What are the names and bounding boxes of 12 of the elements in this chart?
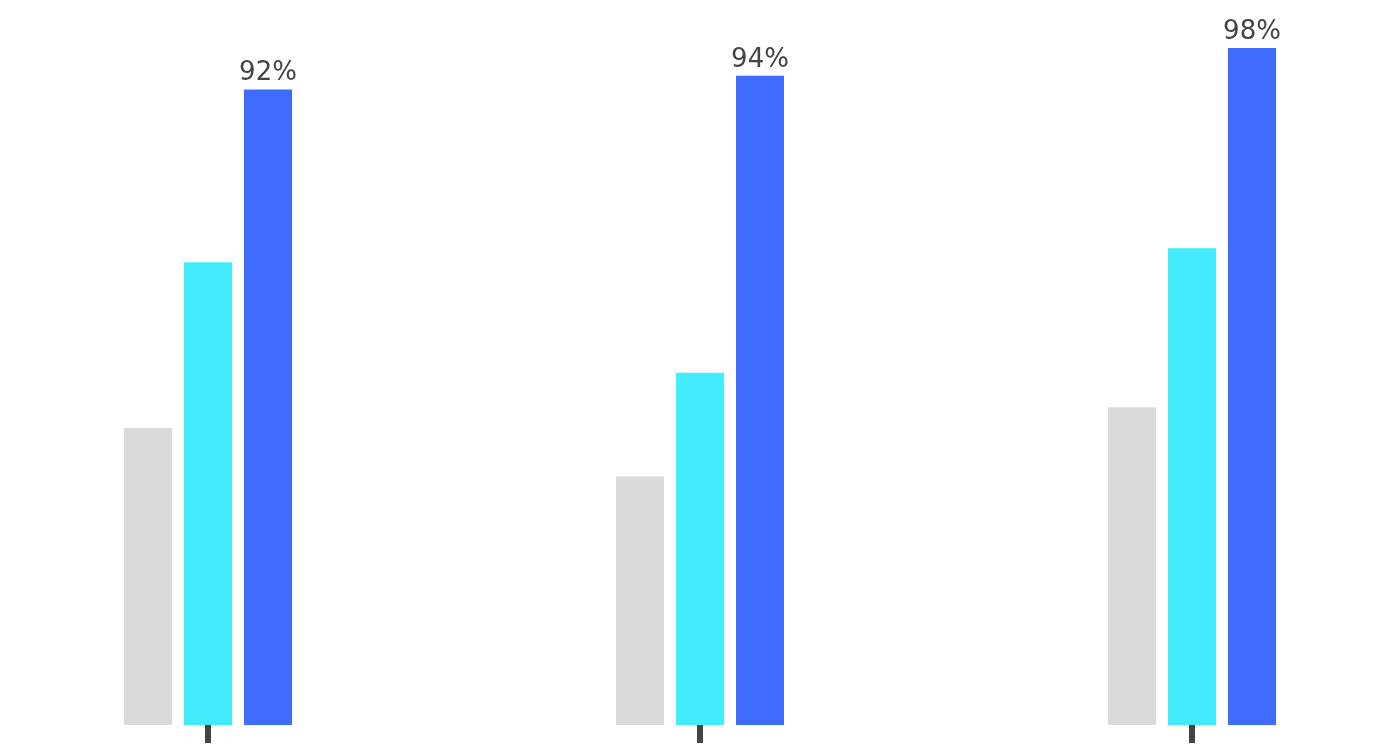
bar [184, 262, 232, 725]
data-label: 94% [731, 42, 789, 73]
bar [1168, 248, 1216, 725]
bar [736, 75, 784, 725]
bar [1228, 48, 1276, 725]
bar [244, 89, 292, 725]
bar [1108, 407, 1156, 725]
data-label: 98% [1223, 15, 1281, 45]
bar [616, 476, 664, 725]
bar [124, 427, 172, 725]
bar [676, 372, 724, 725]
data-label: 92% [239, 56, 297, 87]
